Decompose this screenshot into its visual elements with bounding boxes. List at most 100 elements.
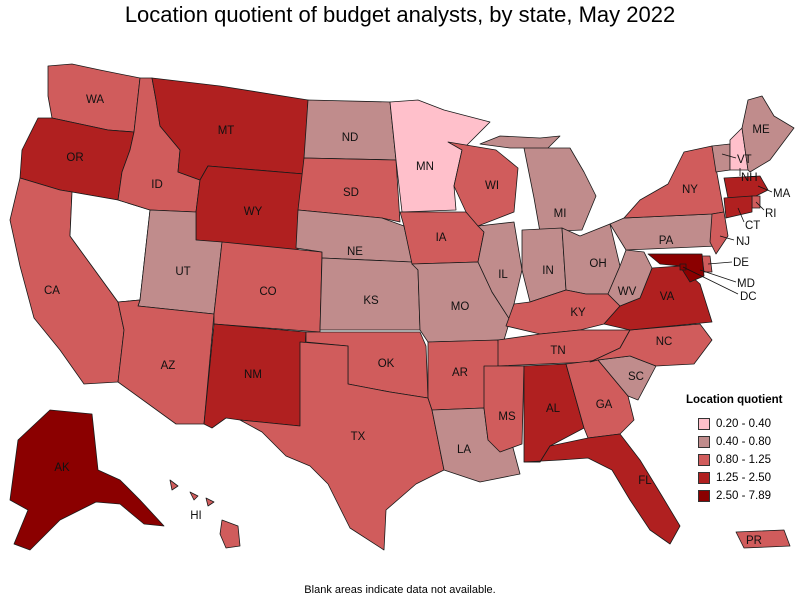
legend-item: 1.25 - 2.50 [686, 469, 796, 487]
leader-line-ri [755, 201, 765, 211]
state-fl [523, 433, 681, 545]
state-me [741, 95, 795, 173]
leader-line-nj [719, 235, 735, 241]
state-label-ma: MA [773, 188, 791, 200]
state-label-ca: CA [44, 285, 60, 297]
state-label-fl: FL [638, 475, 652, 487]
state-label-id: ID [151, 179, 163, 191]
state-ny [623, 145, 725, 219]
legend-swatch [698, 490, 710, 502]
state-label-hi: HI [190, 510, 202, 522]
state-label-nc: NC [656, 336, 673, 348]
legend-item: 2.50 - 7.89 [686, 487, 796, 505]
state-mi [479, 135, 597, 233]
state-label-vt: VT [737, 154, 752, 166]
state-label-nj: NJ [736, 236, 750, 248]
state-sd [297, 157, 401, 223]
state-md [647, 253, 705, 283]
legend: Location quotient 0.20 - 0.40 0.40 - 0.80… [686, 394, 796, 505]
state-label-ky: KY [570, 307, 586, 319]
state-label-sc: SC [628, 371, 644, 383]
state-label-ms: MS [498, 411, 516, 423]
legend-label: 0.20 - 0.40 [716, 418, 771, 430]
state-label-ks: KS [363, 295, 379, 307]
leader-line-vt [721, 153, 737, 159]
state-label-oh: OH [589, 258, 606, 270]
state-label-wa: WA [86, 94, 104, 106]
state-nj [709, 211, 729, 255]
state-ms [483, 365, 525, 453]
state-hi [169, 479, 241, 549]
leader-line-de [707, 261, 733, 265]
state-label-ga: GA [596, 399, 613, 411]
state-label-nd: ND [342, 132, 359, 144]
state-label-de: DE [733, 257, 749, 269]
leader-line-dc [682, 266, 739, 295]
legend-swatch [698, 454, 710, 466]
legend-label: 2.50 - 7.89 [716, 490, 771, 502]
leader-line-md [699, 269, 737, 283]
state-label-wi: WI [485, 180, 499, 192]
state-label-sd: SD [343, 187, 359, 199]
state-label-pr: PR [746, 535, 762, 547]
state-nc [589, 323, 713, 367]
state-label-mt: MT [218, 125, 235, 137]
legend-label: 0.80 - 1.25 [716, 454, 771, 466]
state-tx [239, 341, 445, 551]
state-label-tx: TX [351, 431, 366, 443]
state-label-pa: PA [659, 235, 674, 247]
state-label-nh: NH [741, 172, 758, 184]
state-label-ak: AK [54, 462, 70, 474]
state-label-dc: DC [740, 291, 757, 303]
state-label-ok: OK [378, 358, 395, 370]
state-label-nm: NM [244, 369, 262, 381]
legend-item: 0.40 - 0.80 [686, 433, 796, 451]
state-nd [303, 99, 397, 161]
map-title: Location quotient of budget analysts, by… [124, 2, 676, 27]
state-label-mo: MO [451, 301, 470, 313]
state-label-ar: AR [452, 367, 468, 379]
state-co [213, 241, 323, 333]
state-ky [505, 289, 621, 335]
state-pr [735, 529, 791, 549]
state-label-me: ME [752, 124, 770, 136]
legend-title: Location quotient [686, 394, 783, 406]
state-wv [607, 249, 653, 307]
legend-label: 1.25 - 2.50 [716, 472, 771, 484]
state-label-ut: UT [175, 266, 190, 278]
state-label-wv: WV [618, 286, 637, 298]
state-label-az: AZ [161, 360, 176, 372]
legend-item: 0.20 - 0.40 [686, 415, 796, 433]
state-label-ia: IA [436, 232, 447, 244]
footnote: Blank areas indicate data not available. [304, 584, 496, 596]
state-label-tn: TN [550, 345, 565, 357]
state-label-ny: NY [682, 184, 698, 196]
state-label-in: IN [542, 265, 554, 277]
state-label-wy: WY [244, 206, 263, 218]
state-label-la: LA [457, 444, 471, 456]
state-ma [723, 175, 769, 199]
state-label-al: AL [546, 403, 561, 415]
state-ct [723, 195, 753, 219]
state-label-md: MD [737, 278, 755, 290]
legend-swatch [698, 472, 710, 484]
state-label-mi: MI [554, 208, 567, 220]
state-label-ri: RI [765, 208, 777, 220]
legend-swatch [698, 418, 710, 430]
state-label-va: VA [660, 291, 675, 303]
state-ak [9, 409, 165, 551]
state-ks [319, 257, 421, 331]
state-az [117, 299, 215, 425]
state-label-il: IL [498, 269, 508, 281]
state-label-co: CO [259, 286, 276, 298]
legend-label: 0.40 - 0.80 [716, 436, 771, 448]
leader-line-ct [737, 207, 745, 223]
state-label-or: OR [66, 152, 83, 164]
legend-item: 0.80 - 1.25 [686, 451, 796, 469]
state-label-ct: CT [745, 220, 760, 232]
state-label-mn: MN [416, 161, 434, 173]
state-label-ne: NE [347, 246, 363, 258]
legend-swatch [698, 436, 710, 448]
leader-line-ma [757, 185, 773, 193]
